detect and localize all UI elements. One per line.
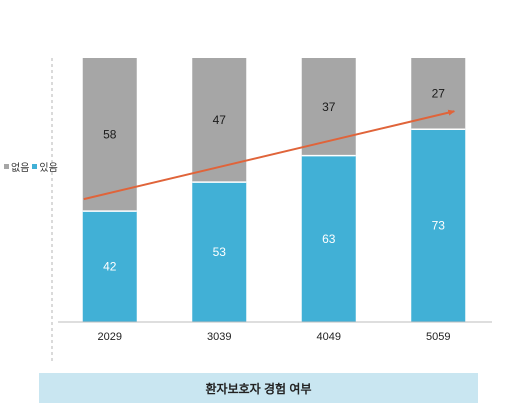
bar-with-3039 [192, 182, 247, 322]
x-tick-label-2029: 2029 [98, 331, 122, 343]
data-label-with-5059: 73 [432, 219, 446, 233]
legend-item-without: 없음 [4, 159, 29, 174]
legend-swatch-without [4, 164, 9, 169]
legend-swatch-with [32, 164, 38, 169]
trend-arrow [83, 109, 456, 201]
bar-without-5059 [411, 58, 466, 130]
data-label-without-3039: 47 [213, 113, 227, 127]
bar-with-5059 [411, 129, 466, 322]
data-label-without-4049: 37 [322, 100, 336, 114]
data-label-without-5059: 27 [432, 87, 446, 101]
caption-text: 환자보호자 경험 여부 [205, 381, 312, 396]
legend-label-with: 있음 [39, 163, 58, 174]
bar-without-4049 [301, 58, 356, 156]
bar-with-4049 [301, 155, 356, 322]
data-label-with-4049: 63 [322, 232, 336, 246]
bar-without-2029 [82, 58, 137, 212]
data-label-without-2029: 58 [103, 128, 117, 142]
bar-with-2029 [82, 211, 137, 322]
data-label-with-2029: 42 [103, 260, 117, 274]
x-tick-label-3039: 3039 [207, 331, 231, 343]
x-tick-label-4049: 4049 [317, 331, 341, 343]
chart-legend: 없음 있음 [4, 159, 58, 174]
bar-without-3039 [192, 58, 247, 183]
bars-layer [82, 58, 466, 322]
legend-item-with: 있음 [32, 159, 58, 174]
legend-label-without: 없음 [11, 163, 30, 174]
data-label-with-3039: 53 [213, 245, 227, 259]
trend-layer [83, 109, 456, 201]
x-tick-label-5059: 5059 [426, 331, 450, 343]
caption-bar: 환자보호자 경험 여부 [39, 373, 478, 403]
labels-layer: 42 58 2029 53 47 3039 63 37 4049 73 27 5059 [98, 87, 451, 343]
